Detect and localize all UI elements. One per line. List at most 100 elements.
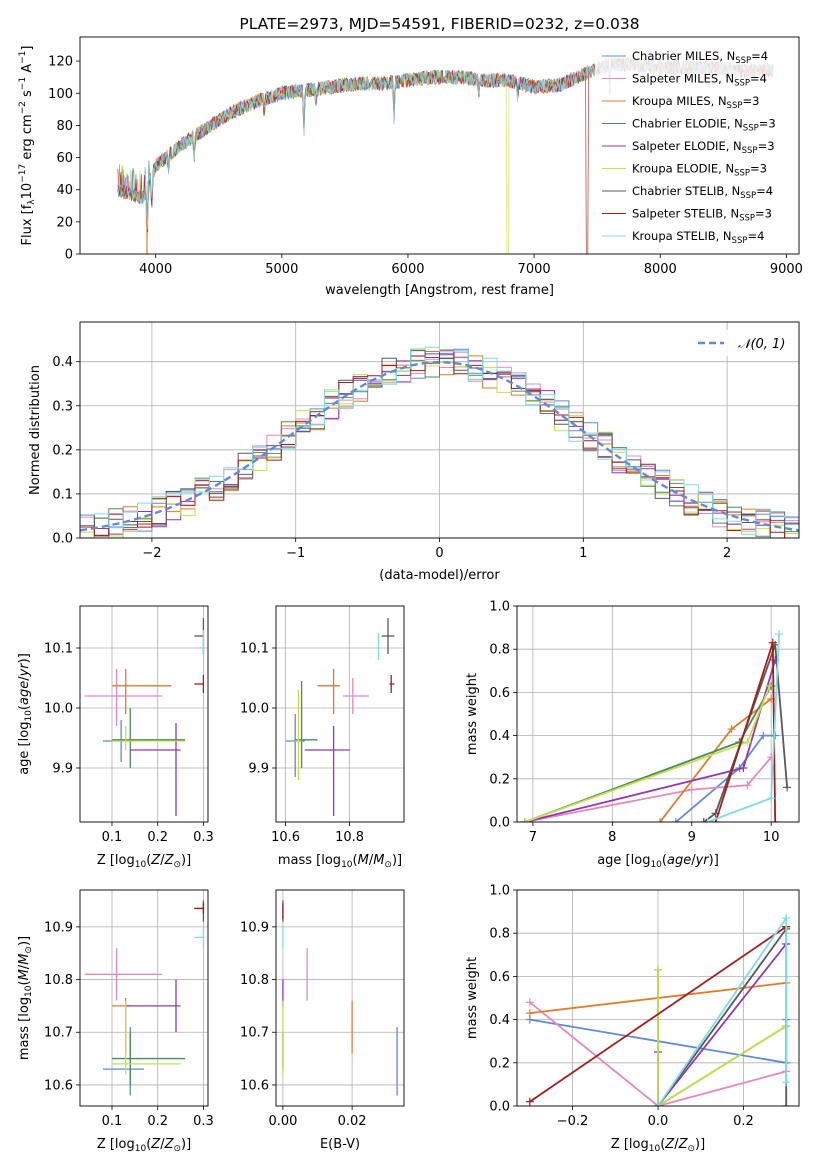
legend-label-kroupa_miles: Kroupa MILES, NSSP=3	[632, 94, 759, 111]
y-tick-label: 0.0	[489, 1100, 510, 1115]
histogram-kroupa_stelib	[80, 346, 799, 538]
axes-frame	[516, 889, 800, 1107]
x-tick-label: 0.1	[102, 1114, 123, 1129]
x-tick-label: 9000	[770, 262, 803, 277]
x-tick-label: 0.0	[648, 1114, 669, 1129]
x-tick-label: 0.02	[338, 1114, 367, 1129]
y-tick-label: 0.0	[489, 816, 510, 831]
plot-area	[84, 900, 205, 1096]
age-vs-mass-panel: 10.6 10.8 9.9 10.0 10.1 mass [log10(M/M⊙)]	[240, 605, 405, 870]
y-tick-label: 10.8	[44, 973, 73, 988]
y-tick-label: 0.4	[52, 355, 73, 370]
legend-label-chabrier_miles: Chabrier MILES, NSSP=4	[632, 49, 768, 66]
x-tick-label: 7000	[518, 262, 551, 277]
y-tick-label: 60	[56, 151, 73, 166]
axes-frame	[79, 321, 800, 539]
y-tick-label: 0.1	[52, 487, 73, 502]
error-point-kroupa_miles	[112, 669, 172, 714]
x-tick-label: −0.2	[557, 1114, 589, 1129]
weight-marker-kroupa_stelib	[654, 1102, 662, 1106]
x-tick-label: 6000	[391, 262, 424, 277]
y-tick-label: 120	[48, 55, 73, 70]
error-point-kroupa_elodie	[295, 690, 302, 780]
weight-marker-kroupa_miles	[655, 818, 664, 822]
y-tick-label: 10.7	[44, 1026, 73, 1041]
error-point-salpeter_miles	[84, 947, 163, 1001]
legend: Chabrier MILES, NSSP=4 Salpeter MILES, NS…	[595, 46, 795, 248]
plot-area	[525, 914, 791, 1106]
legend-box	[595, 46, 795, 248]
weight-line-kroupa_elodie	[524, 685, 771, 822]
y-tick-label: 9.9	[248, 762, 269, 777]
x-tick-label: −2	[142, 546, 161, 561]
x-axis-label: wavelength [Angstrom, rest frame]	[325, 283, 554, 298]
weight-marker-salpeter_elodie	[739, 764, 748, 772]
x-tick-label: 0.1	[102, 830, 123, 845]
x-tick-label: 0.2	[733, 1114, 754, 1129]
grid-lines	[276, 890, 404, 1106]
legend-label-kroupa_stelib: Kroupa STELIB, NSSP=4	[632, 229, 764, 246]
y-tick-label: 0.0	[52, 532, 73, 547]
histogram-salpeter_stelib	[80, 349, 799, 538]
residuals-panel: −2 −1 0 1 2 0.0 0.1 0.2 0.3 0.4 𝒩(0, 1) (data-model…	[28, 321, 800, 583]
weight-marker-kroupa_elodie	[765, 681, 774, 690]
y-tick-label: 9.9	[52, 762, 73, 777]
x-tick-label: 1	[579, 546, 587, 561]
x-axis-label: (data-model)/error	[379, 568, 500, 583]
grid-lines	[80, 890, 208, 1106]
x-axis-label: E(B-V)	[320, 1137, 360, 1152]
y-axis-label: Flux [fλ10−17 erg cm−2 s−1 A−1]	[18, 46, 37, 246]
y-tick-label: 10.6	[240, 1078, 269, 1093]
y-tick-label: 0.3	[52, 399, 73, 414]
y-tick-label: 0.2	[52, 443, 73, 458]
weight-marker-salpeter_stelib	[525, 1097, 534, 1106]
weight-line-salpeter_miles	[524, 756, 772, 822]
y-tick-label: 10.0	[240, 702, 269, 717]
x-tick-label: 0	[435, 546, 443, 561]
weight-line-chabrier_miles	[675, 734, 776, 822]
weight-marker-chabrier_stelib	[783, 783, 792, 792]
chart-title: PLATE=2973, MJD=54591, FIBERID=0232, z=0…	[239, 15, 639, 33]
weight-marker-kroupa_miles	[727, 725, 736, 734]
error-point-salpeter_elodie	[125, 979, 181, 1033]
y-axis-label: mass weight	[465, 673, 480, 755]
y-tick-label: 10.9	[44, 920, 73, 935]
error-point-salpeter_stelib	[194, 903, 205, 914]
y-tick-label: 0.2	[489, 772, 510, 787]
error-point-chabrier_elodie	[112, 1032, 186, 1085]
error-point-salpeter_miles	[343, 678, 369, 714]
weight-marker-chabrier_miles	[759, 731, 768, 740]
weight-marker-kroupa_stelib	[782, 914, 791, 923]
weight-marker-kroupa_miles	[525, 1009, 534, 1018]
y-tick-label: 40	[56, 183, 73, 198]
y-tick-label: 100	[48, 87, 73, 102]
y-tick-label: 10.6	[44, 1078, 73, 1093]
error-point-salpeter_elodie	[304, 726, 350, 816]
x-axis-label: age [log10(age/yr)]	[597, 853, 719, 870]
weight-marker-kroupa_elodie	[743, 738, 752, 747]
y-tick-label: 1.0	[489, 600, 510, 615]
error-point-kroupa_elodie	[112, 1000, 181, 1075]
axes-frame	[79, 36, 800, 255]
x-tick-label: 10.8	[335, 830, 364, 845]
y-tick-label: 10.1	[44, 642, 73, 657]
weight-line-salpeter_stelib	[529, 925, 787, 1103]
legend-label-chabrier_stelib: Chabrier STELIB, NSSP=4	[632, 184, 773, 201]
y-tick-label: 10.0	[44, 702, 73, 717]
y-tick-label: 0.6	[489, 686, 510, 701]
y-axis-label: Normed distribution	[28, 365, 43, 495]
weight-marker-kroupa_stelib	[767, 794, 776, 803]
legend-label-normal: 𝒩(0, 1)	[738, 337, 785, 352]
plot-area	[282, 900, 398, 1096]
y-tick-label: 0.4	[489, 1013, 510, 1028]
x-axis-label: Z [log10(Z/Z⊙)]	[97, 853, 191, 870]
error-point-kroupa_elodie	[112, 726, 186, 750]
error-point-salpeter_elodie	[130, 723, 181, 816]
error-point-salpeter_stelib	[194, 675, 205, 693]
x-tick-label: 0.3	[193, 830, 214, 845]
axes-frame	[79, 605, 209, 823]
weight-marker-chabrier_miles	[671, 818, 680, 822]
error-point-chabrier_elodie	[112, 708, 186, 768]
weight-line-chabrier_stelib	[657, 926, 788, 1106]
